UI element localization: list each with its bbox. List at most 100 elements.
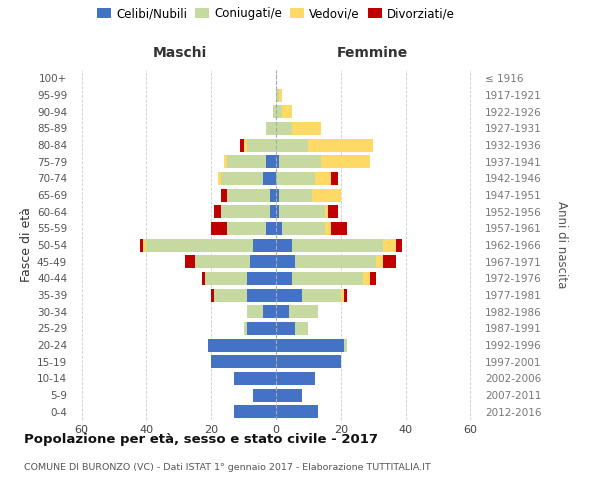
Bar [227,222,266,235]
Bar [328,205,338,218]
Bar [214,288,247,302]
Bar [146,238,253,252]
Bar [227,155,266,168]
Bar [341,288,344,302]
Bar [276,272,292,285]
Bar [276,322,295,335]
Bar [247,322,276,335]
Bar [250,255,276,268]
Bar [279,88,283,102]
Bar [276,172,315,185]
Bar [247,288,276,302]
Text: Maschi: Maschi [153,46,207,60]
Bar [364,272,370,285]
Bar [292,122,322,135]
Bar [221,205,269,218]
Bar [331,172,338,185]
Text: Popolazione per età, sesso e stato civile - 2017: Popolazione per età, sesso e stato civil… [24,432,378,446]
Bar [344,288,347,302]
Bar [244,138,247,151]
Bar [266,222,276,235]
Bar [269,188,276,202]
Y-axis label: Fasce di età: Fasce di età [20,208,33,282]
Bar [276,105,283,118]
Bar [266,122,276,135]
Text: Femmine: Femmine [336,46,407,60]
Bar [292,238,383,252]
Bar [276,288,302,302]
Bar [331,222,347,235]
Bar [185,255,195,268]
Bar [276,188,279,202]
Bar [308,138,373,151]
Bar [279,205,325,218]
Bar [276,222,283,235]
Bar [325,205,328,218]
Bar [276,305,289,318]
Bar [322,155,370,168]
Bar [266,155,276,168]
Bar [292,272,364,285]
Bar [195,255,250,268]
Bar [325,222,331,235]
Bar [276,338,344,351]
Bar [311,188,341,202]
Bar [383,238,396,252]
Bar [283,105,292,118]
Bar [383,255,396,268]
Bar [344,338,347,351]
Bar [276,138,308,151]
Bar [276,122,292,135]
Legend: Celibi/Nubili, Coniugati/e, Vedovi/e, Divorziati/e: Celibi/Nubili, Coniugati/e, Vedovi/e, Di… [92,2,460,25]
Bar [276,238,292,252]
Bar [295,322,308,335]
Bar [221,172,263,185]
Bar [224,155,227,168]
Bar [269,205,276,218]
Bar [211,355,276,368]
Bar [315,172,331,185]
Bar [208,338,276,351]
Bar [396,238,402,252]
Bar [273,105,276,118]
Bar [279,155,322,168]
Bar [276,405,318,418]
Bar [247,138,276,151]
Bar [227,188,269,202]
Bar [276,88,279,102]
Bar [253,238,276,252]
Bar [302,288,341,302]
Bar [276,155,279,168]
Text: COMUNE DI BURONZO (VC) - Dati ISTAT 1° gennaio 2017 - Elaborazione TUTTITALIA.IT: COMUNE DI BURONZO (VC) - Dati ISTAT 1° g… [24,462,431,471]
Bar [289,305,318,318]
Bar [279,188,311,202]
Bar [244,322,247,335]
Bar [276,255,295,268]
Bar [276,388,302,402]
Bar [234,405,276,418]
Bar [202,272,205,285]
Bar [218,172,221,185]
Bar [221,188,227,202]
Bar [205,272,247,285]
Bar [276,372,315,385]
Y-axis label: Anni di nascita: Anni di nascita [556,202,569,288]
Bar [211,222,227,235]
Bar [247,272,276,285]
Bar [376,255,383,268]
Bar [247,305,263,318]
Bar [234,372,276,385]
Bar [370,272,376,285]
Bar [253,388,276,402]
Bar [211,288,214,302]
Bar [295,255,376,268]
Bar [140,238,143,252]
Bar [276,355,341,368]
Bar [143,238,146,252]
Bar [283,222,325,235]
Bar [214,205,221,218]
Bar [263,305,276,318]
Bar [263,172,276,185]
Bar [276,205,279,218]
Bar [241,138,244,151]
